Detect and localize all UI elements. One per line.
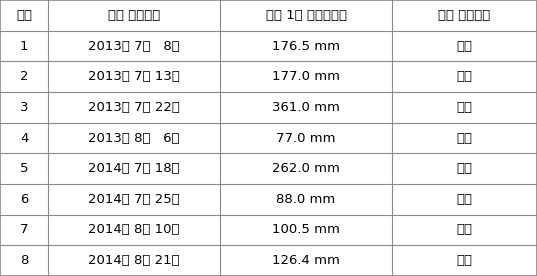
- Text: 2014년 8월 10일: 2014년 8월 10일: [89, 224, 180, 237]
- Text: 관인: 관인: [456, 193, 473, 206]
- Text: 77.0 mm: 77.0 mm: [277, 131, 336, 145]
- Text: 5: 5: [20, 162, 28, 175]
- Text: 사례: 사례: [16, 9, 32, 22]
- Text: 2014년 7월 25일: 2014년 7월 25일: [89, 193, 180, 206]
- Text: 361.0 mm: 361.0 mm: [272, 101, 340, 114]
- Text: 88.0 mm: 88.0 mm: [277, 193, 336, 206]
- Text: 8: 8: [20, 254, 28, 267]
- Text: 262.0 mm: 262.0 mm: [272, 162, 340, 175]
- Text: 과거 강수사례: 과거 강수사례: [108, 9, 161, 22]
- Text: 7: 7: [20, 224, 28, 237]
- Text: 서산: 서산: [456, 254, 473, 267]
- Text: 176.5 mm: 176.5 mm: [272, 39, 340, 52]
- Text: 송도: 송도: [456, 162, 473, 175]
- Text: 100.5 mm: 100.5 mm: [272, 224, 340, 237]
- Text: 2013년 8월   6일: 2013년 8월 6일: [89, 131, 180, 145]
- Text: 홍천: 홍천: [456, 101, 473, 114]
- Text: 2013년 7월 13일: 2013년 7월 13일: [88, 70, 180, 83]
- Text: 126.4 mm: 126.4 mm: [272, 254, 340, 267]
- Text: 최대 1일 누적강수량: 최대 1일 누적강수량: [266, 9, 346, 22]
- Text: 보개: 보개: [456, 224, 473, 237]
- Text: 177.0 mm: 177.0 mm: [272, 70, 340, 83]
- Text: 강화: 강화: [456, 131, 473, 145]
- Text: 2014년 8월 21일: 2014년 8월 21일: [89, 254, 180, 267]
- Text: 최대 강수지점: 최대 강수지점: [438, 9, 491, 22]
- Text: 2013년 7월   8일: 2013년 7월 8일: [89, 39, 180, 52]
- Text: 1: 1: [20, 39, 28, 52]
- Text: 2: 2: [20, 70, 28, 83]
- Text: 4: 4: [20, 131, 28, 145]
- Text: 6: 6: [20, 193, 28, 206]
- Text: 2013년 7월 22일: 2013년 7월 22일: [88, 101, 180, 114]
- Text: 2014년 7월 18일: 2014년 7월 18일: [89, 162, 180, 175]
- Text: 서울: 서울: [456, 70, 473, 83]
- Text: 포천: 포천: [456, 39, 473, 52]
- Text: 3: 3: [20, 101, 28, 114]
